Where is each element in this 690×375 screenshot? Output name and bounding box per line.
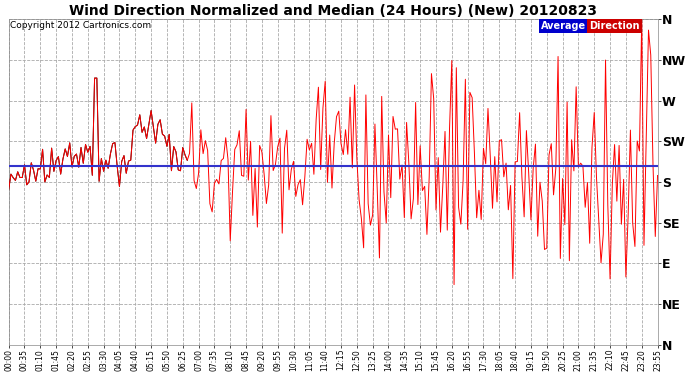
Text: Average: Average [541, 21, 586, 31]
Text: Direction: Direction [589, 21, 640, 31]
Text: Copyright 2012 Cartronics.com: Copyright 2012 Cartronics.com [10, 21, 151, 30]
Title: Wind Direction Normalized and Median (24 Hours) (New) 20120823: Wind Direction Normalized and Median (24… [69, 4, 597, 18]
